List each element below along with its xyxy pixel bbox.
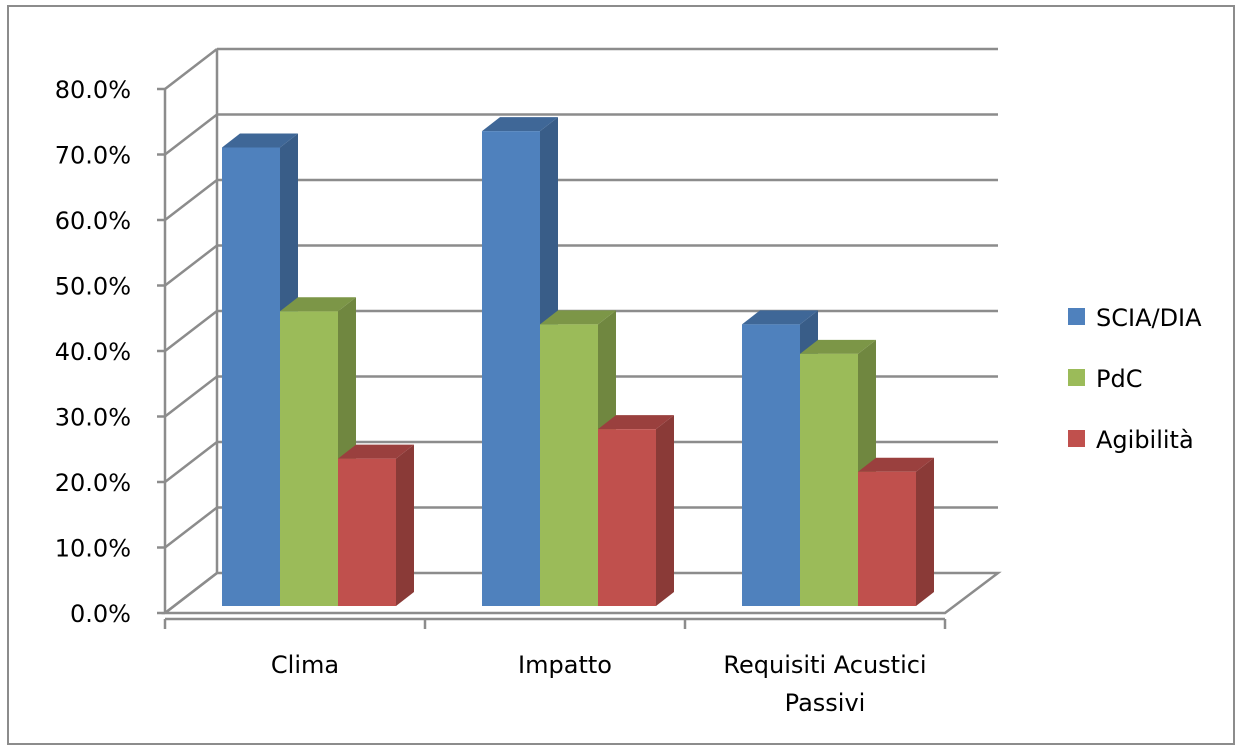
legend-label: Agibilità xyxy=(1096,426,1194,454)
bar-front xyxy=(280,311,338,606)
y-tick-label: 30.0% xyxy=(55,404,131,432)
legend-label: SCIA/DIA xyxy=(1096,304,1202,332)
wall-gridline xyxy=(164,113,218,156)
bar-agibilit- xyxy=(338,444,414,606)
legend: SCIA/DIA PdC Agibilità xyxy=(1068,304,1202,454)
bar-side xyxy=(396,444,414,606)
legend-swatch xyxy=(1068,430,1085,447)
y-tick-label: 40.0% xyxy=(55,338,131,366)
y-tick-label: 60.0% xyxy=(55,207,131,235)
bar-front xyxy=(858,471,916,606)
y-axis-ticks: 0.0% 10.0% 20.0% 30.0% 40.0% 50.0% 60.0% 70.0% 8… xyxy=(55,76,131,628)
x-axis-categories: Clima Impatto Requisiti Acustici Passivi xyxy=(271,651,927,717)
y-tick-label: 0.0% xyxy=(70,600,131,628)
bar-top xyxy=(338,444,414,459)
category-label: Clima xyxy=(271,651,339,679)
bar-side xyxy=(916,457,934,606)
wall-gridline xyxy=(164,310,218,352)
category-label: Impatto xyxy=(518,651,612,679)
y-tick-label: 80.0% xyxy=(55,76,131,104)
bar-top xyxy=(598,415,674,430)
bar-front xyxy=(742,324,800,606)
y-tick-label: 20.0% xyxy=(55,469,131,497)
bar-agibilit- xyxy=(858,457,934,606)
bar-front xyxy=(800,353,858,606)
category-label: Passivi xyxy=(785,689,866,717)
legend-label: PdC xyxy=(1096,365,1142,393)
bars-layer xyxy=(222,117,934,606)
bar-front xyxy=(540,324,598,606)
bar-top xyxy=(858,457,934,472)
bar-front xyxy=(482,131,540,606)
bar-front xyxy=(222,147,280,606)
wall-gridline xyxy=(164,244,218,287)
bar-top xyxy=(280,297,356,312)
bar-side xyxy=(656,415,674,606)
wall-gridline xyxy=(164,441,218,483)
wall-gridline xyxy=(164,48,218,90)
y-tick-label: 70.0% xyxy=(55,142,131,170)
category-label: Requisiti Acustici xyxy=(723,651,926,679)
bar-agibilit- xyxy=(598,415,674,606)
wall-gridline xyxy=(164,179,218,221)
bar-top xyxy=(540,310,616,325)
bar-top xyxy=(222,133,298,148)
bar-top xyxy=(800,339,876,354)
bar-top xyxy=(482,117,558,132)
legend-swatch xyxy=(1068,369,1085,386)
bar-top xyxy=(742,310,818,325)
bar-front xyxy=(338,458,396,606)
y-tick-label: 50.0% xyxy=(55,273,131,301)
legend-swatch xyxy=(1068,308,1085,325)
bar-front xyxy=(598,429,656,606)
chart-frame xyxy=(7,5,1235,745)
chart-floor xyxy=(161,571,1002,615)
wall-gridline xyxy=(164,375,218,418)
y-tick-label: 10.0% xyxy=(55,535,131,563)
wall-gridline xyxy=(164,506,218,549)
